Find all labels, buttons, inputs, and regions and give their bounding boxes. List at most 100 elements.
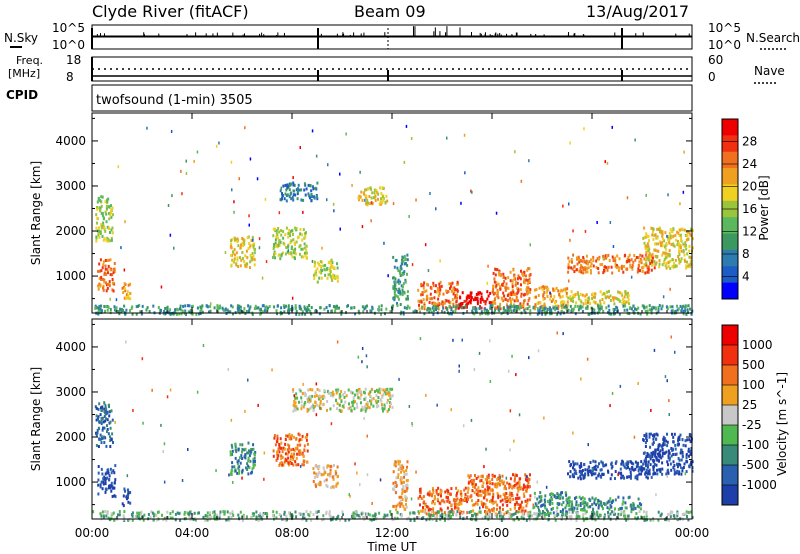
range-cell [594,515,596,519]
range-cell [131,511,134,515]
range-cell [545,485,548,489]
range-cell [383,403,386,407]
range-cell [208,511,211,515]
range-cell [249,450,252,454]
range-cell [386,392,389,396]
range-cell [339,227,341,231]
range-cell [206,514,209,518]
range-cell [666,440,669,444]
range-cell [610,505,613,509]
range-cell [292,390,295,393]
range-cell [456,282,459,286]
range-cell [369,202,372,205]
range-cell [324,268,327,272]
range-cell [492,474,494,478]
range-cell [392,276,394,280]
range-cell [458,498,461,502]
range-cell [515,305,518,309]
range-cell [249,266,251,270]
range-cell [606,161,609,165]
range-cell [290,239,293,243]
range-cell [550,496,553,499]
range-cell [432,488,435,492]
range-cell [402,256,405,260]
range-cell [513,439,515,443]
range-cell [339,172,341,176]
range-cell [153,512,156,516]
range-cell [687,447,690,451]
range-cell [188,304,191,308]
range-cell [579,269,582,273]
range-cell [188,512,190,516]
range-cell [106,308,109,312]
range-cell [670,243,673,246]
range-cell [253,307,256,310]
range-cell [657,445,660,449]
range-cell [371,502,373,505]
range-cell [434,302,437,305]
range-cell [401,285,404,289]
range-cell [99,483,102,487]
range-cell [439,280,442,284]
range-cell [399,464,402,468]
range-cell [344,518,347,522]
range-cell [572,466,574,470]
range-cell [114,478,117,482]
range-cell [528,478,531,481]
range-cell [567,308,570,312]
range-cell [138,304,141,307]
range-cell [506,299,509,303]
range-cell [195,312,198,316]
range-cell [672,466,675,470]
range-cell [238,471,241,475]
range-cell [145,308,148,312]
range-cell [230,244,233,248]
range-cell [645,232,648,236]
range-cell [564,491,567,495]
range-cell [311,404,314,408]
range-cell [664,518,667,522]
range-cell [171,194,173,198]
range-cell [581,305,584,309]
range-cell [620,476,623,480]
range-cell [458,369,460,373]
range-cell [444,298,447,302]
range-cell [101,428,104,432]
range-cell [534,495,536,499]
range-cell [249,253,252,257]
range-cell [592,513,595,517]
range-cell [274,241,277,245]
range-cell [435,303,438,306]
range-cell [274,244,277,248]
range-cell [632,462,635,466]
range-cell [450,503,453,507]
range-cell [686,438,689,442]
range-cell [276,456,279,460]
colorbar-segment [722,249,738,267]
range-cell [364,198,366,202]
range-cell [361,225,364,229]
range-cell [637,382,639,385]
range-cell [571,260,573,264]
range-cell [602,292,605,296]
range-cell [626,308,629,312]
range-cell [425,393,427,397]
range-cell [611,465,614,469]
range-cell [183,510,186,514]
range-cell [97,478,100,482]
range-cell [288,444,291,448]
range-cell [418,511,420,515]
range-cell [451,289,454,293]
range-cell [506,312,509,316]
range-cell [443,301,446,305]
range-cell [315,382,318,386]
range-cell [111,206,114,210]
range-cell [606,268,609,272]
range-cell [364,405,366,409]
range-cell [474,307,477,311]
range-cell [478,306,481,310]
range-cell [644,247,647,251]
range-cell [97,483,100,487]
range-cell [588,260,591,264]
range-cell [358,516,361,520]
